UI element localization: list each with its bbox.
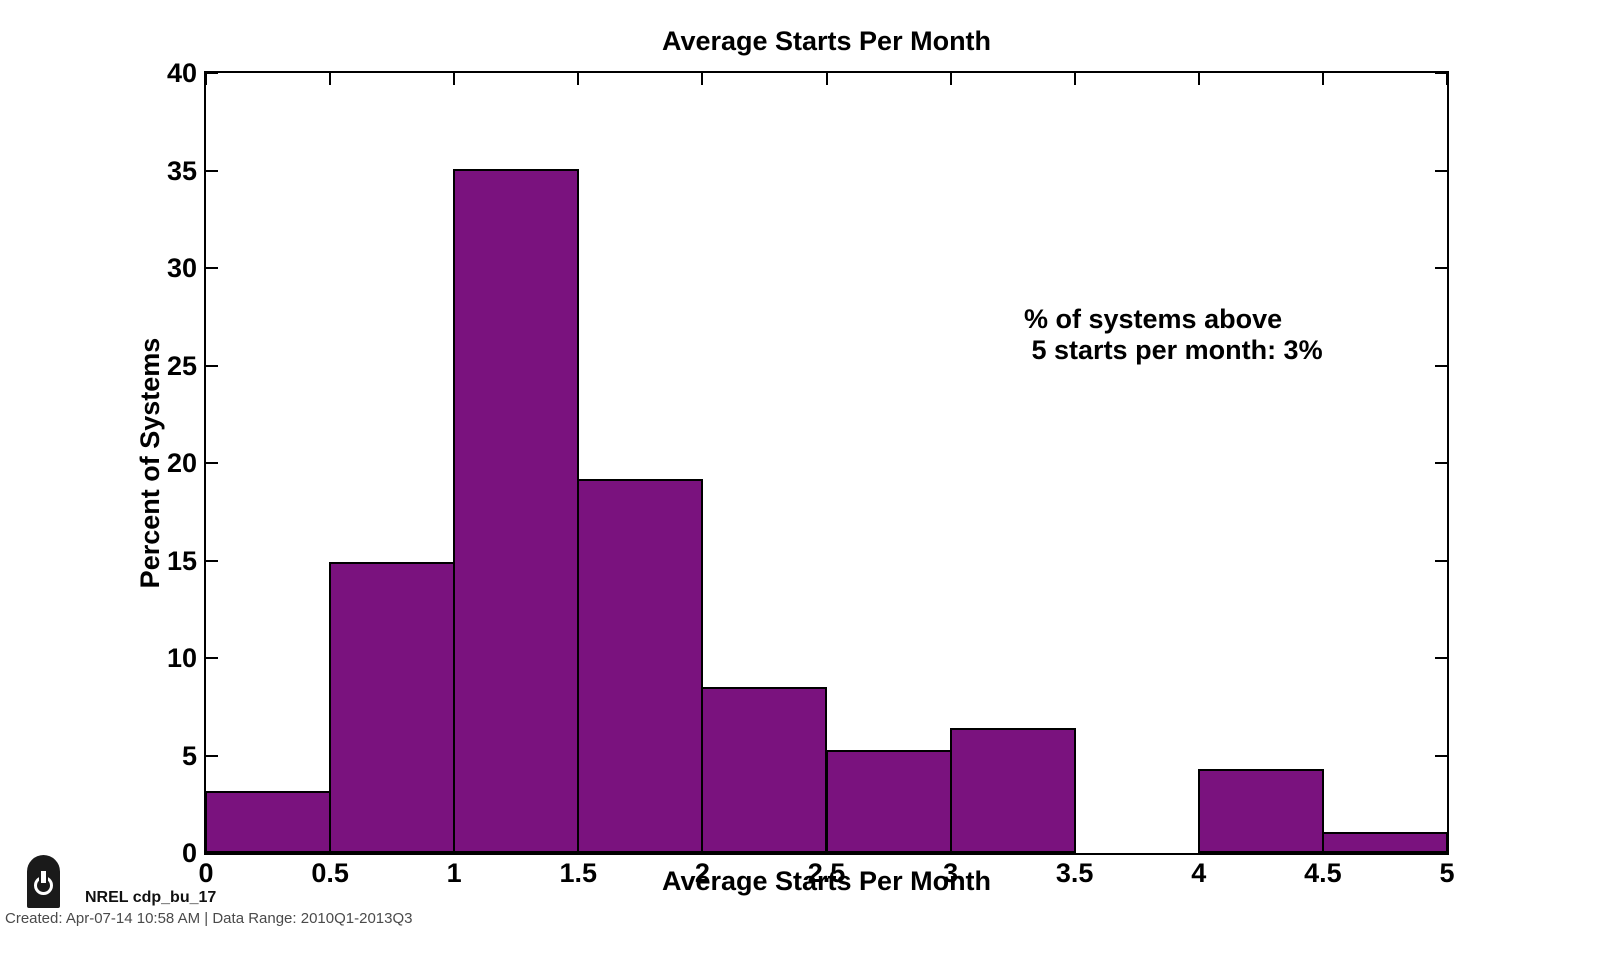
x-tick-label: 0.5 <box>311 858 349 888</box>
y-tick-right <box>1435 267 1447 269</box>
created-timestamp: Created: Apr-07-14 10:58 AM | Data Range… <box>5 910 413 927</box>
power-stem-icon <box>41 871 46 883</box>
x-tick-top <box>1321 73 1324 85</box>
annotation-text: % of systems above 5 starts per month: 3… <box>1024 304 1323 365</box>
x-tick-label: 2.5 <box>807 858 846 888</box>
histogram-bar <box>577 478 704 853</box>
x-tick-top <box>949 73 952 85</box>
x-tick-label: 1.5 <box>559 858 598 888</box>
y-tick <box>206 852 218 854</box>
power-icon <box>27 855 60 908</box>
y-tick-right <box>1435 657 1447 659</box>
y-tick-right <box>1435 72 1447 74</box>
histogram-bar <box>1321 831 1448 853</box>
y-tick-label: 5 <box>181 740 197 771</box>
y-tick <box>206 169 218 172</box>
x-tick-label: 4 <box>1191 858 1207 888</box>
x-tick-label: 3.5 <box>1055 858 1094 888</box>
y-tick <box>206 72 218 74</box>
histogram-bar <box>701 687 828 853</box>
x-tick-top <box>453 73 456 85</box>
x-tick-top <box>701 73 704 85</box>
plot-area: % of systems above 5 starts per month: 3… <box>204 71 1449 855</box>
y-tick <box>206 462 218 464</box>
y-tick-right <box>1435 754 1447 757</box>
x-tick-top <box>577 73 580 85</box>
y-tick-right <box>1435 852 1447 854</box>
histogram-bar <box>949 728 1076 853</box>
x-tick-top <box>329 73 332 85</box>
x-tick-top <box>205 73 207 85</box>
x-tick-top <box>1197 73 1200 85</box>
y-tick-right <box>1435 169 1447 172</box>
y-tick-label: 30 <box>166 253 197 283</box>
source-credit: NREL cdp_bu_17 <box>85 889 217 906</box>
y-tick <box>206 754 218 757</box>
y-tick <box>206 364 218 367</box>
x-tick-top <box>1073 73 1076 85</box>
histogram-bar <box>453 168 580 853</box>
x-tick-label: 5 <box>1439 858 1455 888</box>
x-tick-top <box>1446 73 1448 85</box>
histogram-bar <box>825 749 952 853</box>
y-tick-label: 35 <box>166 155 197 186</box>
x-tick-top <box>825 73 828 85</box>
histogram-bar <box>1197 769 1324 853</box>
y-tick <box>206 559 218 562</box>
x-tick-label: 4.5 <box>1304 858 1342 888</box>
y-tick-right <box>1435 462 1447 464</box>
x-tick-label: 0 <box>198 858 214 888</box>
y-tick <box>206 657 218 659</box>
x-tick-label: 1 <box>446 858 462 888</box>
y-tick-label: 20 <box>166 448 197 478</box>
y-tick <box>206 267 218 269</box>
y-tick-label: 25 <box>166 350 197 381</box>
x-tick-label: 2 <box>694 858 710 888</box>
x-axis-title: Average Starts Per Month <box>661 866 992 896</box>
y-tick-label: 40 <box>166 58 197 88</box>
histogram-bar <box>205 790 332 853</box>
y-tick-label: 15 <box>166 545 197 576</box>
x-tick-label: 3 <box>943 858 959 888</box>
y-tick-right <box>1435 559 1447 562</box>
y-tick-label: 10 <box>166 643 197 673</box>
y-tick-label: 0 <box>181 838 197 868</box>
chart-title: Average Starts Per Month <box>661 26 992 56</box>
histogram-bar <box>329 562 456 853</box>
y-tick-right <box>1435 364 1447 367</box>
